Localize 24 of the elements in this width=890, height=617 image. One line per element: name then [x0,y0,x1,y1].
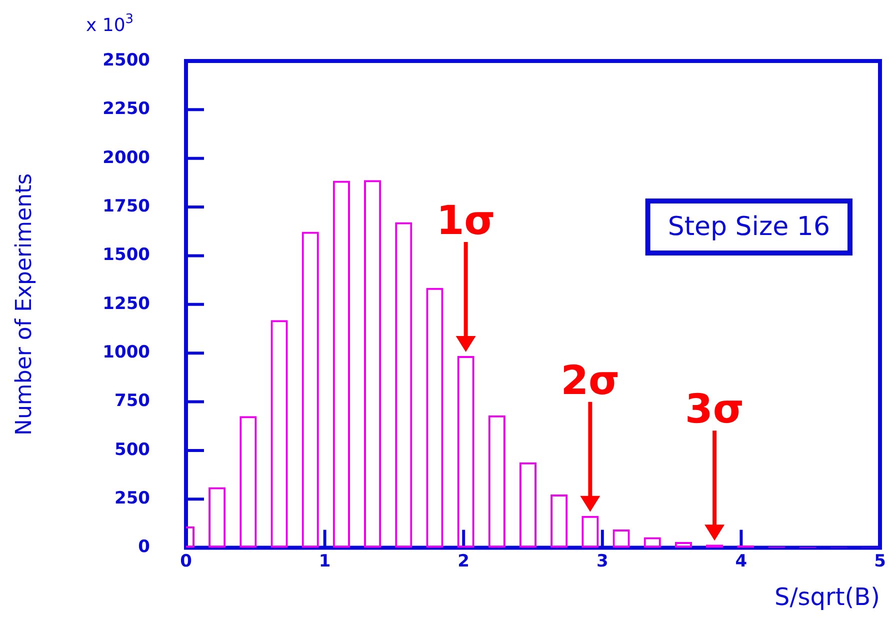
x-tick-label: 0 [180,551,192,572]
y-tick-label: 2000 [102,148,150,168]
annotation: Step Size 16 [668,212,830,242]
annotation: 2σ [560,358,620,404]
y-tick-label: 1750 [102,196,150,216]
bar [457,356,474,548]
y-axis-title: Number of Experiments [12,173,37,436]
y-tick-label: 1000 [102,342,150,362]
y-tick-label: 2250 [102,99,150,120]
y-tick-label: 2500 [102,50,150,70]
y-tick-label: 0 [138,537,150,558]
annotation: 3σ [685,386,744,433]
x-tick-label: 2 [458,551,470,572]
y-tick-label: 1250 [102,294,150,314]
x-axis-title: S/sqrt(B) [774,582,880,611]
x-tick-label: 1 [318,551,331,572]
y-tick-label: 1500 [102,245,150,266]
x-tick-label: 4 [735,551,748,572]
y-tick-label: 250 [114,488,150,509]
y-tick-label: 500 [114,440,150,460]
x-tick-label: 5 [874,551,886,572]
y-tick-label: 750 [114,391,150,412]
annotation: 1σ [436,198,496,244]
x-tick-label: 3 [596,551,608,572]
